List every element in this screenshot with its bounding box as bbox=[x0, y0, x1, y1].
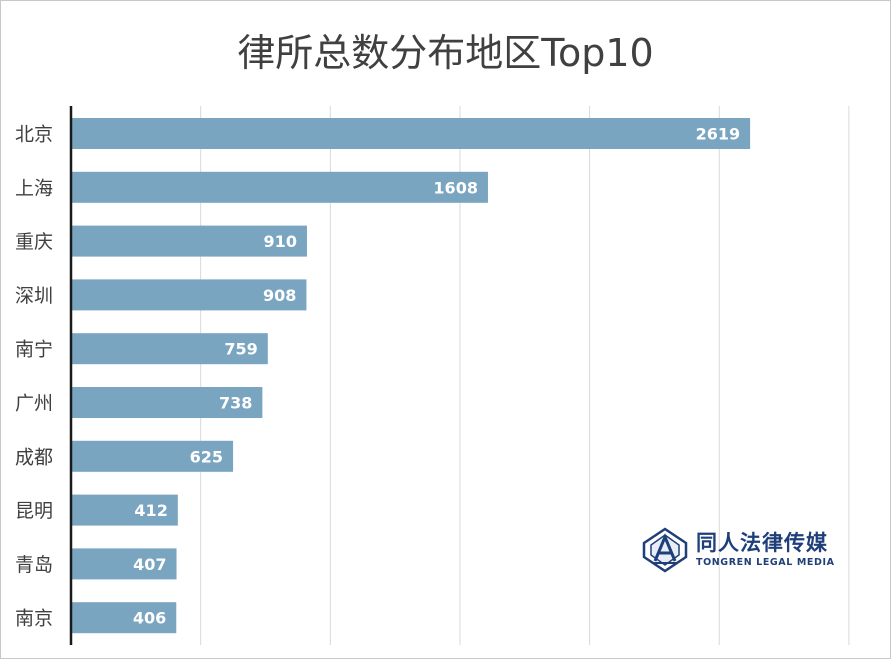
category-label: 昆明 bbox=[15, 500, 53, 522]
bar bbox=[71, 494, 178, 526]
bar bbox=[71, 387, 263, 418]
bar bbox=[71, 225, 307, 257]
bar bbox=[71, 440, 234, 472]
value-label: 406 bbox=[133, 609, 166, 628]
category-label: 南宁 bbox=[15, 339, 53, 361]
bar bbox=[71, 171, 488, 203]
value-label: 738 bbox=[219, 394, 252, 413]
bars bbox=[71, 118, 751, 634]
value-label: 759 bbox=[224, 340, 257, 359]
bar bbox=[71, 118, 751, 149]
category-label: 深圳 bbox=[15, 285, 53, 307]
value-labels: 2619 1608 910 908 759 738 625 412 407 406 bbox=[133, 125, 740, 628]
category-label: 上海 bbox=[15, 177, 53, 199]
category-label: 北京 bbox=[15, 124, 53, 146]
value-label: 407 bbox=[133, 555, 166, 574]
logo: 同人法律传媒 TONGREN LEGAL MEDIA bbox=[642, 527, 842, 573]
category-label: 成都 bbox=[15, 446, 53, 468]
logo-mark-icon bbox=[642, 527, 688, 573]
value-label: 2619 bbox=[696, 125, 741, 144]
bar bbox=[71, 548, 177, 580]
value-label: 625 bbox=[190, 447, 223, 466]
bar bbox=[71, 279, 307, 311]
value-label: 1608 bbox=[433, 178, 478, 197]
bar bbox=[71, 602, 177, 634]
category-label: 广州 bbox=[15, 393, 53, 415]
logo-text-en: TONGREN LEGAL MEDIA bbox=[696, 557, 835, 568]
value-label: 908 bbox=[263, 286, 296, 305]
category-label: 重庆 bbox=[15, 231, 53, 253]
value-label: 412 bbox=[134, 501, 167, 520]
bar bbox=[71, 333, 268, 365]
chart-title: 律所总数分布地区Top10 bbox=[237, 31, 654, 75]
category-label: 南京 bbox=[15, 608, 53, 630]
value-label: 910 bbox=[264, 232, 297, 251]
logo-text-cn: 同人法律传媒 bbox=[696, 531, 828, 555]
category-label: 青岛 bbox=[15, 554, 53, 576]
